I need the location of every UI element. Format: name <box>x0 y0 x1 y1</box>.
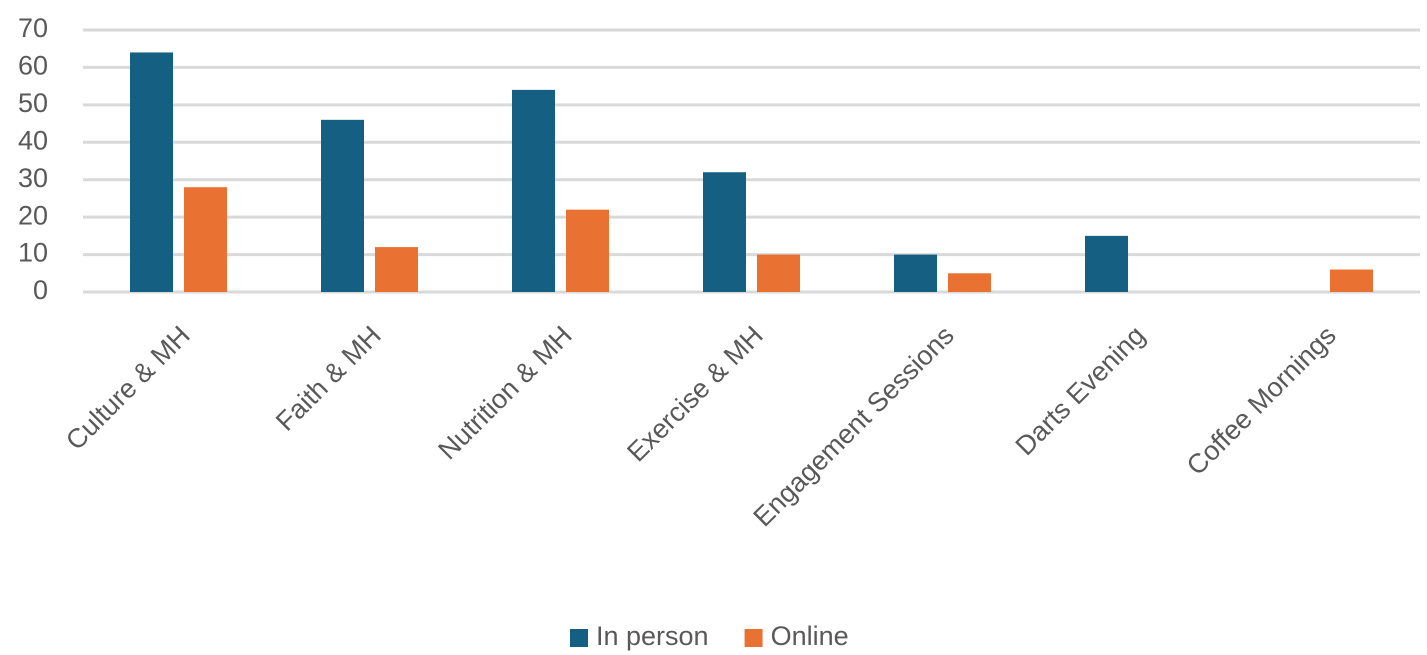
bar <box>321 119 364 292</box>
x-tick-label: Faith & MH <box>270 320 387 437</box>
bar <box>512 89 555 292</box>
bar <box>757 254 800 292</box>
bar <box>130 52 173 293</box>
legend-swatch <box>744 629 763 647</box>
legend-label: In person <box>596 621 709 651</box>
x-tick-label: Darts Evening <box>1010 320 1151 461</box>
legend-swatch <box>570 629 588 647</box>
bar <box>1085 235 1128 292</box>
bar <box>184 187 227 292</box>
legend-label: Online <box>771 621 849 651</box>
y-tick-label: 0 <box>33 275 48 305</box>
y-tick-label: 30 <box>18 163 48 193</box>
bar <box>948 273 991 292</box>
bar <box>375 247 418 292</box>
bar <box>703 172 746 292</box>
y-tick-label: 60 <box>18 51 48 81</box>
bar <box>1330 269 1373 292</box>
y-tick-label: 40 <box>18 125 48 155</box>
bar <box>894 254 937 292</box>
y-tick-label: 70 <box>18 13 48 43</box>
x-tick-label: Nutrition & MH <box>432 320 577 465</box>
x-tick-label: Exercise & MH <box>621 320 768 467</box>
x-tick-label: Engagement Sessions <box>748 320 960 532</box>
bar <box>566 209 609 292</box>
x-tick-label: Coffee Mornings <box>1181 320 1342 481</box>
x-tick-label: Culture & MH <box>60 320 196 456</box>
y-tick-label: 10 <box>18 238 48 268</box>
y-tick-label: 50 <box>18 88 48 118</box>
y-tick-label: 20 <box>18 200 48 230</box>
